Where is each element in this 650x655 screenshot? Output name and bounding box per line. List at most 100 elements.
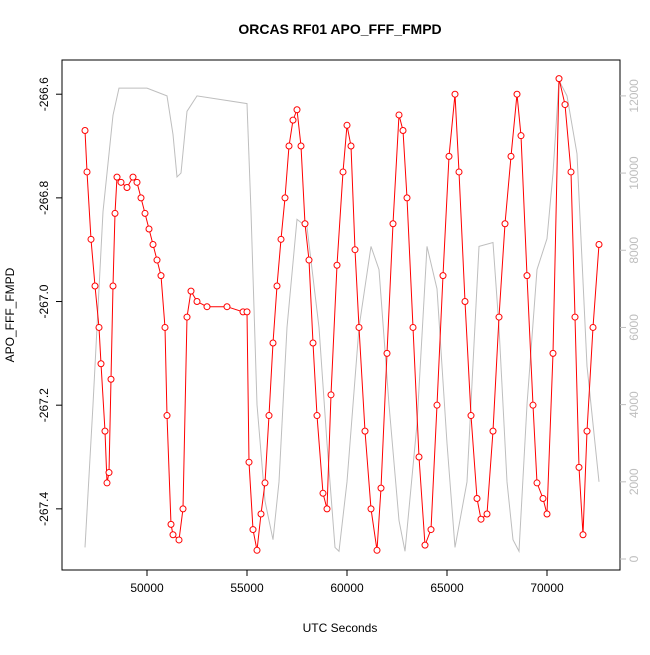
y2-tick-label: 8000 [627,237,641,264]
y2-tick-label: 4000 [627,391,641,418]
data-point [589,323,597,331]
data-point [513,90,521,98]
x-tick-label: 65000 [430,581,464,595]
data-point [455,168,463,176]
data-point [539,494,547,502]
data-point [261,479,269,487]
data-point [403,194,411,202]
data-point [129,173,137,181]
data-point [367,505,375,513]
data-point [333,261,341,269]
data-point [523,272,531,280]
data-point [137,194,145,202]
data-point [327,391,335,399]
data-point [343,121,351,129]
data-point [561,101,569,109]
data-point [179,505,187,513]
data-point [97,360,105,368]
data-point [87,235,95,243]
data-point [439,272,447,280]
plot-box [61,59,621,571]
data-point [169,531,177,539]
data-point [445,152,453,160]
data-point [495,313,503,321]
data-point [477,515,485,523]
data-point [399,126,407,134]
data-point [293,106,301,114]
data-point [223,303,231,311]
x-tick-label: 60000 [330,581,364,595]
data-point [567,168,575,176]
data-point [595,241,603,249]
data-point [339,168,347,176]
data-point [409,323,417,331]
series-line [84,78,600,551]
data-point [117,178,125,186]
data-point [113,173,121,181]
data-point [575,463,583,471]
data-point [579,531,587,539]
data-point [395,111,403,119]
data-point [161,323,169,331]
data-point [167,520,175,528]
data-point [489,427,497,435]
data-point [193,298,201,306]
data-point [529,401,537,409]
data-point [163,412,171,420]
x-tick-label: 50000 [130,581,164,595]
data-point [249,526,257,534]
data-point [297,142,305,150]
y2-tick-label: 6000 [627,314,641,341]
x-tick-label: 55000 [230,581,264,595]
data-point [153,256,161,264]
data-point [133,178,141,186]
data-point [467,412,475,420]
data-point [583,427,591,435]
data-point [507,152,515,160]
data-point [245,458,253,466]
data-point [461,298,469,306]
data-point [415,453,423,461]
data-point [183,313,191,321]
data-point [243,308,251,316]
data-point [571,313,579,321]
data-point [289,116,297,124]
data-point [313,412,321,420]
data-point [347,142,355,150]
data-point [101,427,109,435]
data-point [517,132,525,140]
data-point [323,505,331,513]
data-point [105,469,113,477]
data-point [145,225,153,233]
data-point [483,510,491,518]
data-point [187,287,195,295]
y-tick-label: -266.8 [37,181,51,215]
data-point [285,142,293,150]
y-tick-label: -267.2 [37,388,51,422]
data-point [501,220,509,228]
data-point [203,303,211,311]
data-point [277,235,285,243]
y2-tick-label: 10000 [627,156,641,190]
x-axis-label: UTC Seconds [303,621,378,635]
data-point [421,541,429,549]
data-point [141,209,149,217]
data-point [269,339,277,347]
data-point [157,272,165,280]
data-point [103,479,111,487]
data-point [273,282,281,290]
y-tick-label: -266.6 [37,77,51,111]
y-tick-label: -267.0 [37,284,51,318]
data-point [555,75,563,83]
data-point [175,536,183,544]
data-point [319,489,327,497]
y-axis-label: APO_FFF_FMPD [3,267,17,362]
y2-tick-label: 0 [627,555,641,562]
data-point [543,510,551,518]
data-point [109,282,117,290]
data-point [361,427,369,435]
y2-tick-label: 2000 [627,468,641,495]
data-point [253,546,261,554]
data-point [351,246,359,254]
